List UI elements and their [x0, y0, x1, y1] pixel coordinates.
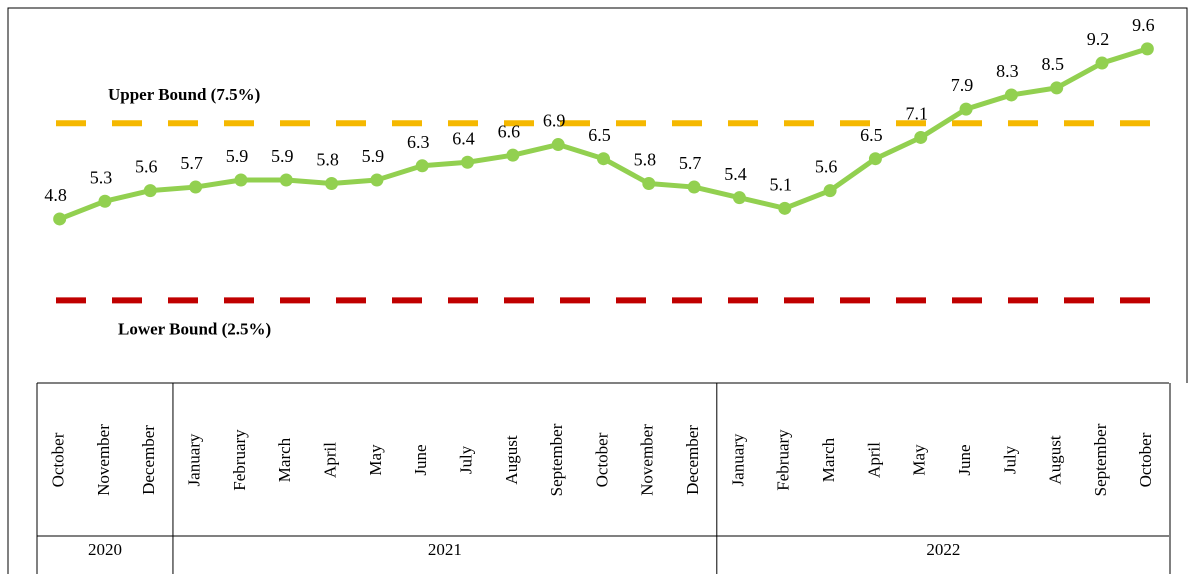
data-label: 5.9 [362, 146, 385, 166]
data-point [461, 155, 475, 169]
data-label: 5.1 [770, 174, 793, 194]
data-label: 5.7 [180, 153, 203, 173]
year-label: 2022 [926, 540, 960, 559]
reference-label: Upper Bound (7.5%) [108, 85, 260, 104]
data-point [914, 130, 928, 144]
data-label: 5.6 [135, 157, 158, 177]
x-tick-label: October [49, 432, 68, 487]
data-label: 5.3 [90, 167, 113, 187]
x-tick-label: October [592, 432, 611, 487]
year-label: 2020 [88, 540, 122, 559]
data-label: 6.4 [452, 128, 475, 148]
data-point [279, 173, 293, 187]
data-label: 5.7 [679, 153, 702, 173]
x-tick-label: November [638, 424, 657, 496]
data-point [325, 177, 339, 191]
data-label: 9.2 [1087, 29, 1110, 49]
data-point [189, 180, 203, 194]
data-point [53, 212, 67, 226]
data-point [687, 180, 701, 194]
x-tick-label: August [502, 435, 521, 484]
x-tick-label: June [411, 444, 430, 475]
x-tick-label: January [728, 433, 747, 486]
data-label: 5.9 [226, 146, 249, 166]
x-tick-label: March [275, 437, 294, 482]
data-label: 5.8 [316, 150, 339, 170]
data-label: 9.6 [1132, 15, 1155, 35]
x-tick-label: May [366, 444, 385, 476]
x-tick-label: April [320, 442, 339, 478]
data-point [506, 148, 520, 162]
data-point [1095, 56, 1109, 70]
data-label: 8.3 [996, 61, 1019, 81]
data-point [415, 159, 429, 173]
data-label: 5.6 [815, 157, 838, 177]
data-label: 6.6 [498, 121, 521, 141]
data-point [551, 138, 565, 152]
data-label: 7.1 [905, 104, 928, 124]
chart-frame [7, 7, 1188, 574]
x-tick-label: April [864, 442, 883, 478]
data-label: 6.9 [543, 111, 566, 131]
x-tick-label: November [94, 424, 113, 496]
data-point [234, 173, 248, 187]
data-label: 5.4 [724, 164, 747, 184]
data-point [597, 152, 610, 166]
data-point [732, 191, 746, 205]
x-tick-label: October [1136, 432, 1155, 487]
data-point [959, 102, 973, 116]
data-label: 6.5 [588, 125, 611, 145]
x-tick-label: March [819, 437, 838, 482]
x-tick-label: May [910, 444, 929, 476]
x-tick-label: February [774, 429, 793, 491]
data-point [1140, 42, 1154, 56]
x-tick-label: December [139, 425, 158, 495]
x-tick-label: June [955, 444, 974, 475]
data-label: 4.8 [44, 185, 67, 205]
x-tick-label: December [683, 425, 702, 495]
data-point [1050, 81, 1064, 95]
data-label: 6.3 [407, 132, 430, 152]
data-label: 8.5 [1041, 54, 1064, 74]
data-point [370, 173, 384, 187]
x-tick-label: September [547, 423, 566, 496]
x-tick-label: February [230, 429, 249, 491]
data-label: 5.8 [634, 150, 657, 170]
data-point [98, 194, 112, 208]
data-label: 6.5 [860, 125, 883, 145]
data-label: 5.9 [271, 146, 294, 166]
x-tick-label: January [185, 433, 204, 486]
x-tick-label: September [1091, 423, 1110, 496]
data-point [778, 201, 792, 215]
x-tick-label: July [456, 445, 475, 474]
x-tick-label: July [1000, 445, 1019, 474]
data-point [868, 152, 882, 166]
data-point [642, 177, 656, 191]
data-label: 7.9 [951, 75, 974, 95]
reference-label: Lower Bound (2.5%) [118, 319, 271, 338]
data-point [1004, 88, 1018, 102]
year-label: 2021 [428, 540, 462, 559]
data-point [143, 184, 157, 198]
x-tick-label: August [1046, 435, 1065, 484]
data-point [823, 184, 837, 198]
